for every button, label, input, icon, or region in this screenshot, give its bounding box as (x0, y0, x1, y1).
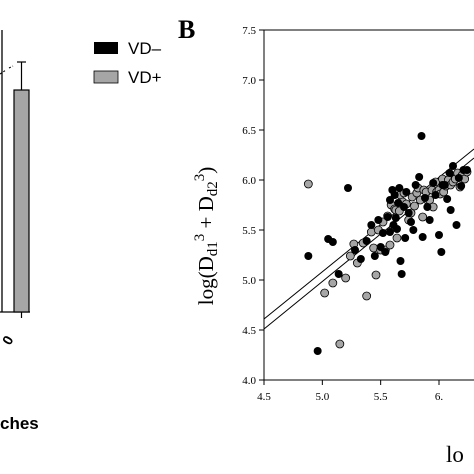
data-point-vd-minus (415, 173, 424, 181)
y-tick-label: 6.5 (242, 125, 256, 137)
y-tick-label: 4.0 (242, 375, 256, 387)
data-point-vd-minus (421, 194, 429, 202)
data-point-vd-minus (383, 213, 392, 221)
data-point-vd-plus (410, 201, 419, 211)
y-axis-label-sup: 3 (192, 174, 208, 182)
data-point-vd-minus (379, 229, 387, 237)
data-point-vd-minus (397, 270, 406, 278)
data-point-vd-minus (443, 195, 452, 203)
legend-label-vd-minus: VD– (128, 39, 162, 58)
y-axis-label-part: log(D (194, 256, 218, 305)
data-point-vd-plus (328, 278, 338, 288)
x-tick-label: 6. (435, 391, 444, 403)
legend-swatch-vd-plus (93, 70, 119, 84)
data-point-vd-minus (367, 221, 376, 229)
data-point-vd-minus (425, 216, 434, 224)
data-point-vd-minus (402, 188, 411, 196)
data-point-vd-plus (345, 251, 355, 261)
data-point-vd-minus (351, 246, 359, 254)
data-point-vd-minus (401, 234, 410, 242)
data-point-vd-minus (386, 228, 394, 236)
data-point-vd-minus (362, 237, 371, 245)
data-point-vd-minus (313, 347, 322, 355)
data-point-vd-minus (334, 270, 343, 278)
panel-a-bar (13, 89, 30, 313)
data-point-vd-minus (356, 255, 365, 263)
data-point-vd-minus (381, 248, 390, 256)
data-point-vd-minus (393, 225, 401, 233)
y-axis-label-sub: d1 (205, 241, 221, 256)
data-point-vd-minus (386, 196, 394, 204)
y-axis-label-part: + D (194, 196, 218, 234)
panel-b-label: B (178, 15, 195, 44)
data-point-vd-minus (407, 218, 415, 226)
scatter-plot: 4.04.55.05.56.06.57.07.54.5 5.0 5.5 6. (242, 25, 474, 403)
data-point-vd-minus (396, 257, 405, 265)
data-point-vd-plus (320, 288, 330, 298)
data-point-vd-plus (335, 339, 345, 349)
data-point-vd-minus (344, 184, 352, 192)
data-point-vd-minus (457, 182, 466, 190)
data-point-vd-minus (394, 199, 403, 207)
x-axis-label: lo (446, 442, 464, 467)
x-tick-label: 5.5 (374, 391, 388, 403)
panel-a: 0 ches (0, 30, 39, 433)
data-point-vd-minus (445, 169, 454, 177)
y-tick-label: 5.5 (242, 225, 256, 237)
data-point-vd-minus (452, 221, 461, 229)
data-point-vd-minus (429, 179, 438, 187)
data-point-vd-minus (376, 243, 385, 251)
data-point-vd-minus (437, 248, 446, 256)
data-point-vd-minus (411, 181, 420, 189)
data-point-vd-minus (417, 132, 426, 140)
data-point-vd-minus (463, 166, 471, 174)
data-point-vd-minus (400, 203, 408, 211)
data-point-vd-minus (304, 252, 313, 260)
data-point-vd-plus (341, 273, 351, 283)
y-tick-label: 5.0 (242, 275, 256, 287)
data-point-vd-minus (328, 238, 337, 246)
y-axis-label-part: ) (194, 167, 218, 174)
data-point-vd-minus (446, 206, 455, 214)
data-point-vd-plus (362, 291, 372, 301)
data-point-vd-plus (371, 270, 381, 280)
data-point-vd-minus (449, 162, 457, 170)
y-tick-label: 7.0 (242, 75, 256, 87)
data-point-vd-minus (404, 209, 413, 217)
data-point-vd-plus (392, 233, 402, 243)
data-point-vd-minus (440, 181, 449, 189)
data-point-vd-plus (385, 240, 395, 250)
data-point-vd-minus (390, 191, 399, 199)
y-axis-label-sup: 3 (192, 234, 208, 242)
y-axis-label-sub: d2 (205, 181, 221, 196)
panel-a-tick-label: 0 (0, 333, 17, 348)
data-point-vd-minus (374, 216, 383, 224)
legend-label-vd-plus: VD+ (128, 68, 162, 87)
data-point-vd-minus (454, 174, 463, 182)
data-point-vd-minus (395, 184, 404, 192)
data-point-vd-plus (303, 179, 313, 189)
panel-a-significance-bracket (0, 65, 14, 75)
data-point-vd-minus (423, 203, 432, 211)
y-tick-label: 4.5 (242, 325, 256, 337)
x-tick-label: 4.5 (257, 391, 271, 403)
y-axis-label: log(Dd13 + Dd23) (192, 167, 221, 306)
data-point-vd-minus (370, 252, 379, 260)
data-point-vd-minus (431, 191, 440, 199)
data-point-vd-minus (391, 214, 400, 222)
data-point-vd-minus (418, 233, 427, 241)
legend-swatch-vd-minus (94, 42, 118, 54)
y-tick-label: 7.5 (242, 25, 256, 37)
data-point-vd-minus (409, 226, 418, 234)
x-tick-label: 5.0 (315, 391, 329, 403)
panel-a-x-axis-label: ches (0, 414, 39, 433)
data-point-vd-minus (435, 231, 443, 239)
y-tick-label: 6.0 (242, 175, 256, 187)
legend: VD– VD+ (93, 39, 162, 87)
data-point-vd-plus (418, 212, 428, 222)
